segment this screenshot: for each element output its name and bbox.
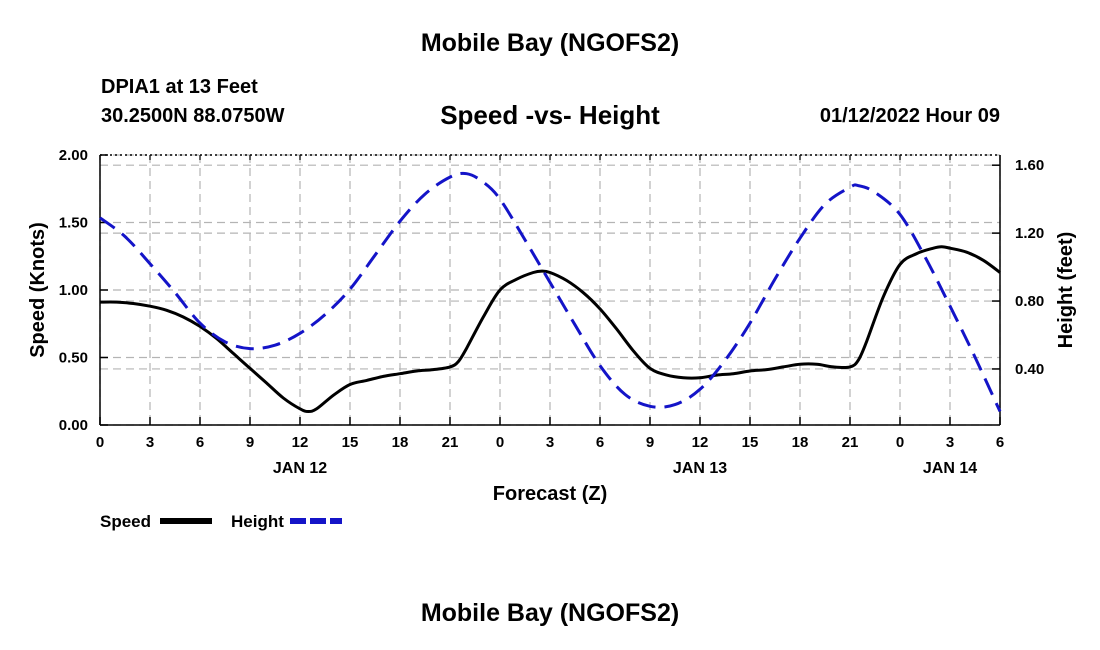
x-axis-title: Forecast (Z): [493, 483, 607, 505]
x-tick-label: 9: [246, 434, 254, 451]
x-tick-label: 6: [196, 434, 204, 451]
station-coordinates: 30.2500N 88.0750W: [101, 105, 285, 127]
x-tick-label: 9: [646, 434, 654, 451]
x-tick-label: 6: [996, 434, 1004, 451]
grid: [99, 154, 1001, 426]
legend-label-speed: Speed: [100, 512, 151, 531]
axis-labels: 0 3 6 9 12 15 18 21 0 3 6 9 12 15 18 21 0 3 6 JAN 12 JAN 13 J…: [27, 147, 1077, 505]
station-label: DPIA1 at 13 Feet: [101, 76, 258, 98]
axes: [99, 154, 1001, 426]
page-title: Mobile Bay (NGOFS2): [420, 29, 680, 57]
date-label: JAN 14: [923, 460, 977, 477]
date-label: JAN 13: [673, 460, 727, 477]
chart-title: Speed -vs- Height: [440, 100, 660, 130]
x-tick-label: 18: [392, 434, 409, 451]
y2-tick-label: 0.40: [1015, 361, 1044, 378]
date-label: JAN 12: [273, 460, 327, 477]
y2-axis-title: Height (feet): [1055, 232, 1077, 349]
x-tick-label: 21: [442, 434, 459, 451]
x-tick-label: 18: [792, 434, 809, 451]
y-tick-label: 2.00: [59, 147, 88, 164]
x-tick-label: 15: [342, 434, 359, 451]
x-tick-label: 12: [692, 434, 709, 451]
x-tick-label: 0: [496, 434, 504, 451]
x-tick-label: 3: [546, 434, 554, 451]
y2-tick-label: 0.80: [1015, 293, 1044, 310]
y2-tick-label: 1.20: [1015, 225, 1044, 242]
legend: Speed Height: [100, 512, 342, 531]
x-tick-label: 6: [596, 434, 604, 451]
series-line-height: [99, 171, 1002, 413]
series-layer: [99, 171, 1002, 413]
x-tick-label: 3: [946, 434, 954, 451]
x-tick-label: 21: [842, 434, 859, 451]
x-tick-label: 0: [896, 434, 904, 451]
legend-label-height: Height: [231, 512, 284, 531]
x-tick-label: 0: [96, 434, 104, 451]
y-tick-label: 1.50: [59, 215, 88, 232]
x-tick-label: 15: [742, 434, 759, 451]
forecast-datetime: 01/12/2022 Hour 09: [819, 105, 1000, 127]
y2-tick-label: 1.60: [1015, 157, 1044, 174]
series-line-speed: [99, 245, 1001, 413]
x-tick-label: 12: [292, 434, 309, 451]
next-chart-title: Mobile Bay (NGOFS2): [420, 599, 680, 627]
y-tick-label: 1.00: [59, 282, 88, 299]
y-axis-title: Speed (Knots): [27, 222, 49, 358]
y-tick-label: 0.50: [59, 350, 88, 367]
y-tick-label: 0.00: [59, 417, 88, 434]
x-tick-label: 3: [146, 434, 154, 451]
